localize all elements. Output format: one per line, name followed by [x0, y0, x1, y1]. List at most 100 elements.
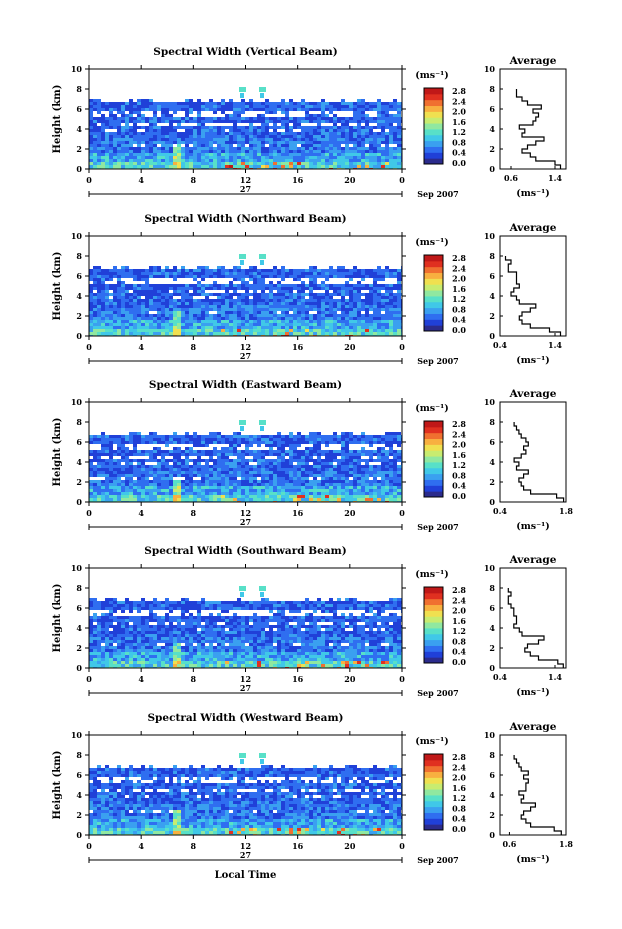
heatmap-cell: [277, 126, 281, 129]
heatmap-cell: [257, 305, 261, 308]
heatmap-cell: [385, 465, 389, 468]
heatmap-cell: [301, 287, 305, 290]
heatmap-cell: [173, 447, 177, 450]
heatmap-cell: [353, 144, 357, 147]
heatmap-cell: [293, 108, 297, 111]
heatmap-cell: [145, 138, 149, 141]
heatmap-cell: [381, 272, 385, 275]
heatmap-cell: [397, 269, 401, 272]
heatmap-cell: [105, 444, 109, 447]
heatmap-cell: [97, 153, 101, 156]
heatmap-cell: [273, 441, 277, 444]
heatmap-cell: [93, 489, 97, 492]
heatmap-cell: [137, 111, 141, 114]
heatmap-cell: [369, 459, 373, 462]
heatmap-cell: [217, 323, 221, 326]
heatmap-cell: [157, 329, 161, 332]
heatmap-cell: [249, 444, 253, 447]
heatmap-cell: [181, 465, 185, 468]
heatmap-cell: [173, 293, 177, 296]
heatmap-cell: [329, 126, 333, 129]
heatmap-cell: [273, 144, 277, 147]
heatmap-cell: [233, 432, 237, 435]
heatmap-cell: [129, 141, 133, 144]
heatmap-cell: [241, 144, 245, 147]
heatmap-cell: [185, 326, 189, 329]
heatmap-cell: [253, 323, 257, 326]
heatmap-cell: [253, 275, 257, 278]
heatmap-cell: [181, 102, 185, 105]
heatmap-cell: [333, 477, 337, 480]
heatmap-cell: [285, 465, 289, 468]
heatmap-cell: [317, 102, 321, 105]
heatmap-cell: [221, 159, 225, 162]
heatmap-cell: [241, 296, 245, 299]
heatmap-cell: [297, 296, 301, 299]
heatmap-cell: [109, 489, 113, 492]
heatmap-cell: [121, 302, 125, 305]
heatmap-cell: [397, 281, 401, 284]
heatmap-cell: [333, 114, 337, 117]
heatmap-cell: [393, 162, 397, 165]
heatmap-cell: [97, 489, 101, 492]
heatmap-cell: [357, 450, 361, 453]
heatmap-cell: [381, 308, 385, 311]
heatmap-cell: [377, 275, 381, 278]
heatmap-cell: [193, 459, 197, 462]
heatmap-cell: [341, 129, 345, 132]
heatmap-cell: [369, 323, 373, 326]
heatmap-cell: [93, 120, 97, 123]
heatmap-cell: [209, 117, 213, 120]
heatmap-cell: [309, 456, 313, 459]
heatmap-cell: [333, 329, 337, 332]
heatmap-cell: [277, 308, 281, 311]
heatmap-cell: [385, 290, 389, 293]
heatmap-cell: [241, 102, 245, 105]
heatmap-cell: [133, 102, 137, 105]
heatmap-cell: [177, 435, 181, 438]
heatmap-cell: [121, 471, 125, 474]
heatmap-cell: [161, 486, 165, 489]
heatmap-cell: [357, 135, 361, 138]
heatmap-cell: [273, 459, 277, 462]
heatmap-cell: [321, 468, 325, 471]
heatmap-cell: [121, 311, 125, 314]
heatmap-cell: [385, 483, 389, 486]
heatmap-cell: [369, 102, 373, 105]
heatmap-cell: [309, 486, 313, 489]
heatmap-cell: [221, 266, 225, 269]
heatmap-cell: [361, 305, 365, 308]
heatmap-cell: [333, 293, 337, 296]
heatmap-cell: [325, 132, 329, 135]
heatmap-cell: [113, 329, 117, 332]
heatmap-cell: [253, 305, 257, 308]
heatmap-cell: [221, 438, 225, 441]
heatmap-cell: [89, 287, 93, 290]
heatmap-cell: [181, 489, 185, 492]
heatmap-cell: [321, 132, 325, 135]
heatmap-cell: [217, 269, 221, 272]
heatmap-cell: [241, 278, 245, 281]
heatmap-cell: [253, 287, 257, 290]
heatmap-cell: [101, 492, 105, 495]
heatmap-cell: [197, 329, 201, 332]
heatmap-cell: [249, 492, 253, 495]
heatmap-cell: [353, 302, 357, 305]
heatmap-cell: [305, 144, 309, 147]
heatmap-cell: [361, 471, 365, 474]
heatmap-cell: [185, 138, 189, 141]
heatmap-cell: [269, 299, 273, 302]
heatmap-cell: [161, 135, 165, 138]
heatmap-cell: [173, 308, 177, 311]
heatmap-cell: [273, 323, 277, 326]
heatmap-cell: [193, 284, 197, 287]
heatmap-cell: [117, 450, 121, 453]
heatmap-cell: [97, 456, 101, 459]
heatmap-cell: [221, 314, 225, 317]
heatmap-cell: [293, 123, 297, 126]
heatmap-cell: [201, 438, 205, 441]
heatmap-cell: [153, 308, 157, 311]
heatmap-cell: [105, 447, 109, 450]
colorbar-segment: [424, 88, 443, 95]
heatmap-cell: [89, 284, 93, 287]
